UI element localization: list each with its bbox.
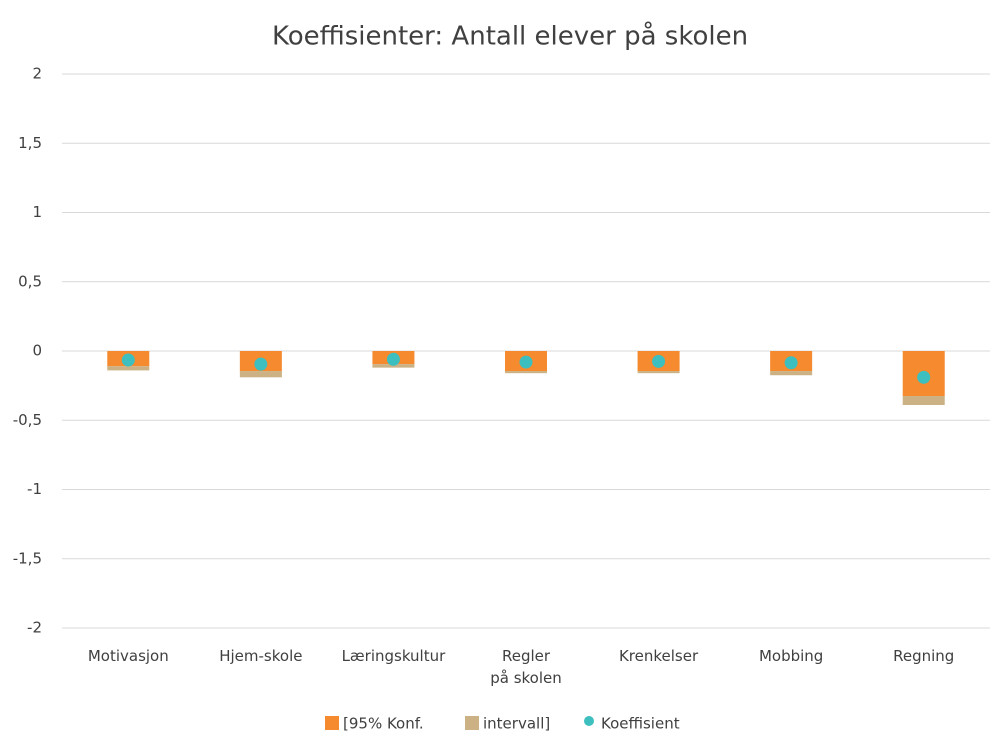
point: [652, 354, 666, 368]
point: [519, 355, 533, 369]
y-tick-label: 1: [32, 203, 42, 221]
y-tick-label: 2: [32, 65, 42, 83]
bar-segment: [505, 371, 547, 374]
bar-segment: [902, 396, 945, 406]
point: [386, 352, 400, 366]
chart-title: Koeffisienter: Antall elever på skolen: [272, 21, 748, 52]
point: [784, 356, 798, 370]
x-tick-label: Læringskultur: [341, 647, 446, 665]
y-tick-label: -2: [27, 619, 42, 637]
x-tick-label: Motivasjon: [87, 647, 169, 665]
x-tick-label: Regler på skolen: [490, 647, 562, 687]
y-tick-label: -1,5: [13, 549, 42, 567]
point: [254, 357, 268, 371]
x-tick-label: Mobbing: [758, 647, 824, 665]
y-tick-label: 1,5: [18, 134, 42, 152]
bar-segment: [637, 371, 680, 374]
legend-label: intervall]: [483, 715, 550, 733]
x-tick-label: Krenkelser: [618, 647, 699, 665]
legend-label: [95% Konf.: [343, 715, 424, 733]
x-tick-label: Hjem-skole: [219, 647, 303, 665]
y-tick-label: 0: [32, 342, 42, 360]
bar-segment: [372, 364, 415, 368]
y-tick-label: -1: [27, 480, 42, 498]
y-tick-label: 0,5: [18, 272, 42, 290]
bar-segment: [770, 371, 813, 376]
bar-segment: [239, 371, 282, 378]
point: [121, 353, 135, 367]
bar-segment: [107, 366, 150, 371]
y-tick-label: -0,5: [13, 411, 42, 429]
legend-swatch: [465, 716, 479, 730]
legend-label: Koeffisient: [601, 715, 680, 733]
x-tick-label: Regning: [893, 647, 955, 665]
point: [917, 370, 931, 384]
legend-swatch: [325, 716, 339, 730]
legend-swatch: [584, 716, 594, 726]
